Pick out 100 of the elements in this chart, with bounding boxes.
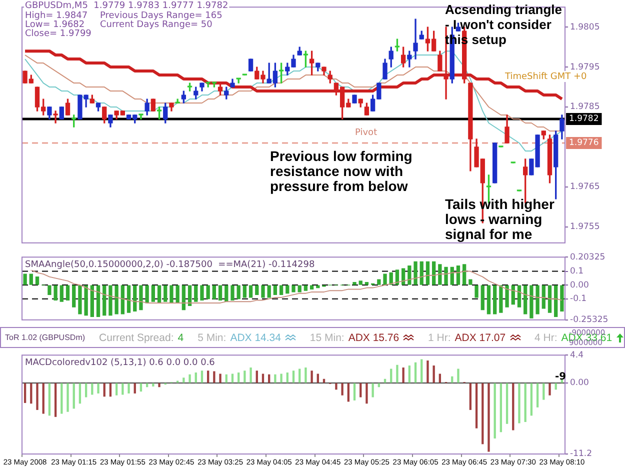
bar [486,285,491,314]
bar [182,285,186,310]
bar [554,285,558,318]
bar [218,285,222,301]
bar [152,383,154,386]
bar [316,285,320,288]
bar [48,383,51,416]
annotation: -9 [555,372,566,383]
bar [499,285,503,313]
annotation: Previous Days Range= 165 [100,10,222,21]
bar [518,383,520,424]
bar [158,383,160,388]
bar [24,383,26,403]
bar [390,368,392,383]
bar [335,383,338,390]
bar [500,383,502,432]
candlestick [138,114,144,120]
y-tick-label: 0.00 [570,378,589,388]
bar [298,285,302,292]
annotation: Current Days Range= 50 [100,20,213,30]
bar [358,280,362,285]
bar [157,285,162,304]
bar [494,383,496,438]
bar [468,279,472,285]
bar [84,285,88,316]
bar [145,285,149,304]
bar [91,383,94,395]
bar [554,383,557,390]
bar [310,370,313,383]
bar [511,285,515,305]
bar [207,370,210,383]
bar [408,366,410,383]
bar [230,285,234,301]
bar [475,383,478,428]
bar [524,285,528,314]
bar [395,270,400,285]
bar [341,383,344,396]
chart-title: GBPUSDm,M5 1.9779 1.9783 1.9777 1.9782 [25,0,228,11]
bar [244,370,246,383]
bar [377,279,381,285]
bar [224,285,228,302]
bar [213,371,216,383]
bar [72,285,76,308]
bar [273,285,278,296]
bar [23,274,27,285]
bar [438,264,442,285]
bar [304,285,308,291]
bar [36,383,38,410]
bar [542,285,546,309]
chart-title: SMAAngle(50,0.15000000,2,0) -0.187500 ==MA(21) -0.114298 [25,260,315,270]
text: ADX 15.76 [348,332,400,344]
bar [54,285,58,301]
bar [255,285,259,296]
y-tick-label: 0.20325 [570,252,606,262]
bar [236,285,240,300]
bar [151,285,156,302]
bar [542,383,545,400]
candlestick [413,18,418,60]
bar [506,383,508,424]
bar [188,285,192,306]
bar [35,276,40,285]
text: 4 Hr: [534,332,558,344]
bar [420,261,424,285]
bar [97,383,100,394]
bar [164,285,168,302]
bar [109,383,112,397]
bar [279,285,284,296]
bar [517,285,522,308]
y-tick-label: 1.9755 [570,222,600,232]
bar [250,367,252,383]
bar [261,285,265,298]
bar [29,274,33,285]
bar [72,383,75,409]
bar [286,372,288,383]
bar [444,266,448,285]
bar [420,359,423,383]
bar [292,370,295,383]
bar [60,383,63,414]
bar [126,285,131,313]
bar [54,383,57,417]
bar [248,285,253,298]
bar [103,383,106,397]
text: Current Spread: [99,332,174,344]
bar [316,374,319,383]
bar [170,285,174,304]
y-tick-label: 4.4 [570,350,584,360]
bar [200,370,204,383]
bar [212,285,216,300]
bar [396,364,398,383]
bar [438,374,442,383]
bar [128,383,130,394]
bar [108,285,112,316]
bar [474,285,478,298]
bar [384,378,386,383]
ref-line-label: 1.9776 [569,138,599,148]
bar [310,285,314,290]
bar [366,383,368,404]
bar [402,367,404,383]
bar [194,285,198,302]
bar [408,265,412,285]
